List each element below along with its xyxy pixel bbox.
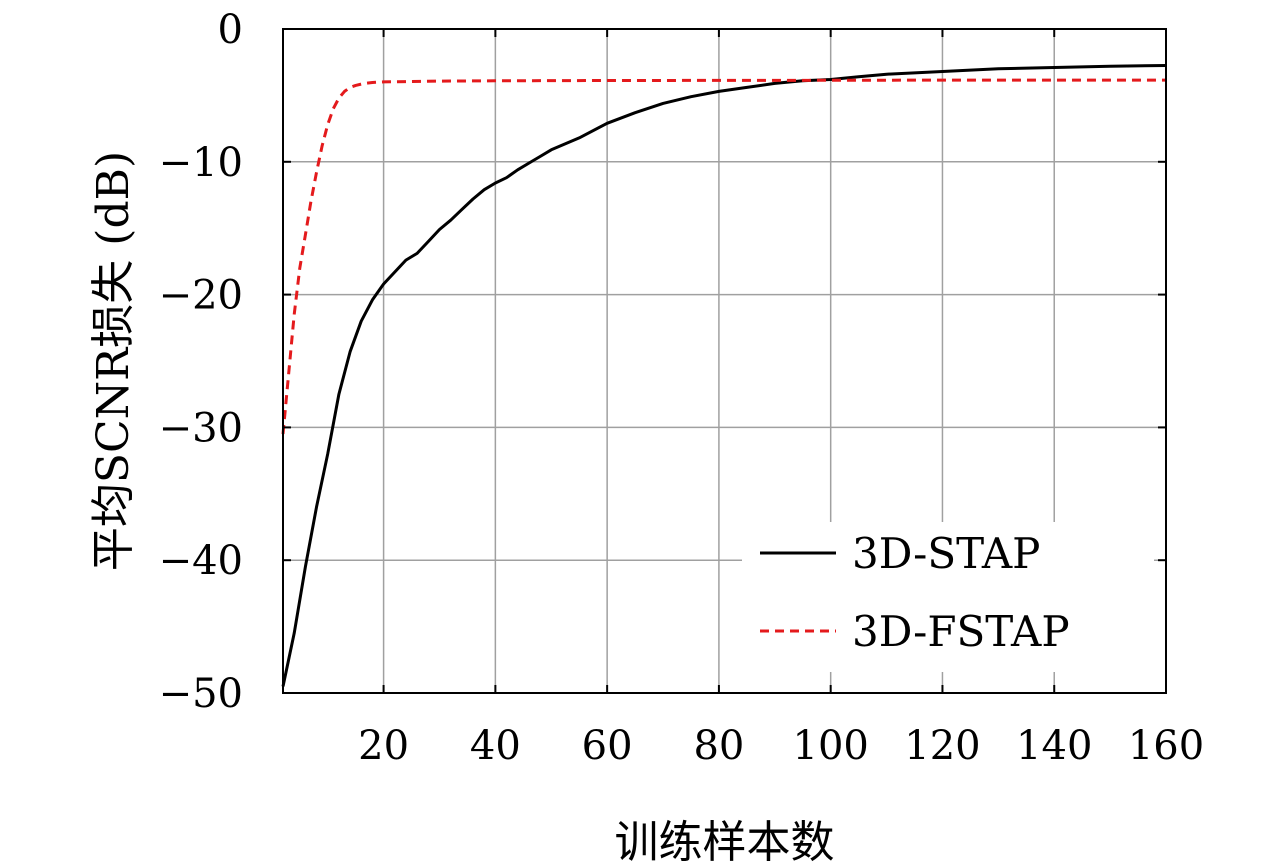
- legend-label-3d-fstap: 3D-FSTAP: [852, 607, 1070, 656]
- x-tick-label: 100: [793, 723, 869, 769]
- x-tick-label: 120: [904, 723, 980, 769]
- x-tick-label: 40: [470, 723, 521, 769]
- plot-frame: [282, 28, 1167, 694]
- y-tick-label: −10: [159, 140, 243, 186]
- y-tick-label: −20: [159, 273, 243, 319]
- x-tick-label: 140: [1016, 723, 1092, 769]
- legend: 3D-STAP 3D-FSTAP: [742, 522, 1154, 672]
- series-layer: [281, 64, 1167, 687]
- x-axis-title: 训练样本数: [615, 817, 835, 867]
- legend-label-3d-stap: 3D-STAP: [852, 529, 1040, 578]
- y-axis-title: 平均SCNR损失 (dB): [88, 151, 139, 571]
- tick-labels: 20 40 60 80 100 120 140 160 0 −10 −20 −30 −40 −50: [159, 7, 1205, 769]
- y-tick-label: −40: [159, 538, 243, 584]
- x-tick-label: 60: [582, 723, 633, 769]
- legend-box: [742, 522, 1154, 672]
- x-tick-label: 20: [358, 723, 409, 769]
- series-line-3d-fstap: [281, 78, 1166, 435]
- y-tick-label: 0: [218, 7, 243, 53]
- x-tick-label: 160: [1128, 723, 1204, 769]
- y-tick-label: −30: [159, 405, 243, 451]
- y-tick-label: −50: [159, 671, 243, 717]
- x-tick-label: 80: [693, 723, 744, 769]
